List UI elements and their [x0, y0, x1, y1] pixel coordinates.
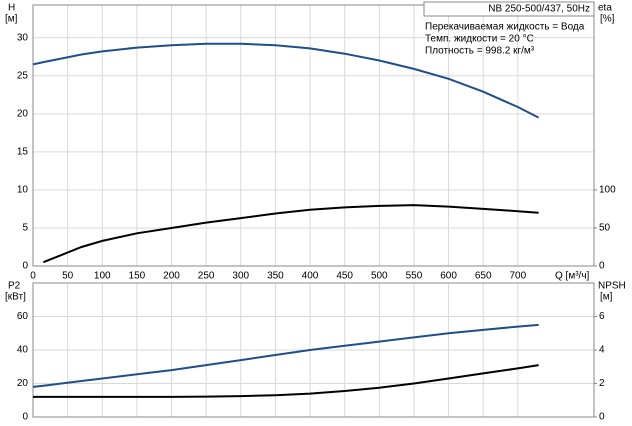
y2-tick-label: 50 [599, 223, 611, 234]
x-tick-label: 200 [163, 271, 180, 282]
y2-label: eta [598, 3, 612, 14]
x-tick-label: 250 [198, 271, 215, 282]
y2-tick-label: 0 [599, 412, 605, 423]
x-tick-label: 300 [232, 271, 249, 282]
x-tick-label: 400 [302, 271, 319, 282]
x-tick-label: 50 [62, 271, 74, 282]
x-label: Q [м³/ч] [555, 271, 590, 282]
y-tick-label: 15 [17, 147, 29, 158]
y2-tick-label: 4 [599, 345, 605, 356]
curve [33, 364, 539, 398]
y2-tick-label: 100 [599, 185, 616, 196]
y2-tick-label: 6 [599, 311, 605, 322]
plot: 0 50 100 150 200 250 300 350 400 450 500 550 600 650 7… [5, 3, 616, 282]
plot: 0 20 40 60 0 2 4 6 P2[кВт] NPSH[м] [5, 281, 626, 423]
curve [32, 42, 540, 119]
x-tick-label: 350 [267, 271, 284, 282]
y-label: P2 [8, 281, 21, 292]
y-tick-label: 0 [22, 261, 28, 272]
plot-frame [32, 4, 595, 267]
y-tick-label: 10 [17, 185, 29, 196]
y2-unit: [%] [600, 14, 615, 25]
x-tick-label: 100 [94, 271, 111, 282]
x-tick-label: 600 [440, 271, 457, 282]
x-tick-label: 500 [371, 271, 388, 282]
y-tick-label: 25 [17, 70, 29, 81]
y-tick-label: 20 [17, 378, 29, 389]
curve [32, 323, 539, 388]
x-tick-label: 450 [336, 271, 353, 282]
model-box [423, 1, 595, 17]
y-tick-label: 5 [22, 223, 28, 234]
y-unit: [м] [5, 14, 18, 25]
y-tick-label: 40 [17, 345, 29, 356]
y-tick-label: 0 [22, 412, 28, 423]
note: Плотность = 998.2 кг/м³ [425, 46, 535, 57]
plot-frame [32, 282, 595, 418]
y-tick-label: 20 [17, 108, 29, 119]
curve [43, 204, 539, 264]
model: NB 250-500/437, 50Hz [488, 4, 590, 15]
y-tick-label: 30 [17, 32, 29, 43]
x-tick-label: 700 [509, 271, 526, 282]
note: Темп. жидкости = 20 °C [425, 34, 534, 45]
y2-tick-label: 2 [599, 378, 605, 389]
note: Перекачиваемая жидкость = Вода [425, 22, 585, 33]
y2-tick-label: 0 [599, 261, 605, 272]
y-tick-label: 60 [17, 311, 29, 322]
y-label: H [8, 3, 15, 14]
x-tick-label: 150 [129, 271, 146, 282]
x-tick-label: 0 [30, 271, 36, 282]
y2-label: NPSH [598, 281, 626, 292]
x-tick-label: 550 [406, 271, 423, 282]
y2-unit: [м] [600, 292, 613, 303]
x-tick-label: 650 [475, 271, 492, 282]
y-unit: [кВт] [5, 292, 26, 303]
